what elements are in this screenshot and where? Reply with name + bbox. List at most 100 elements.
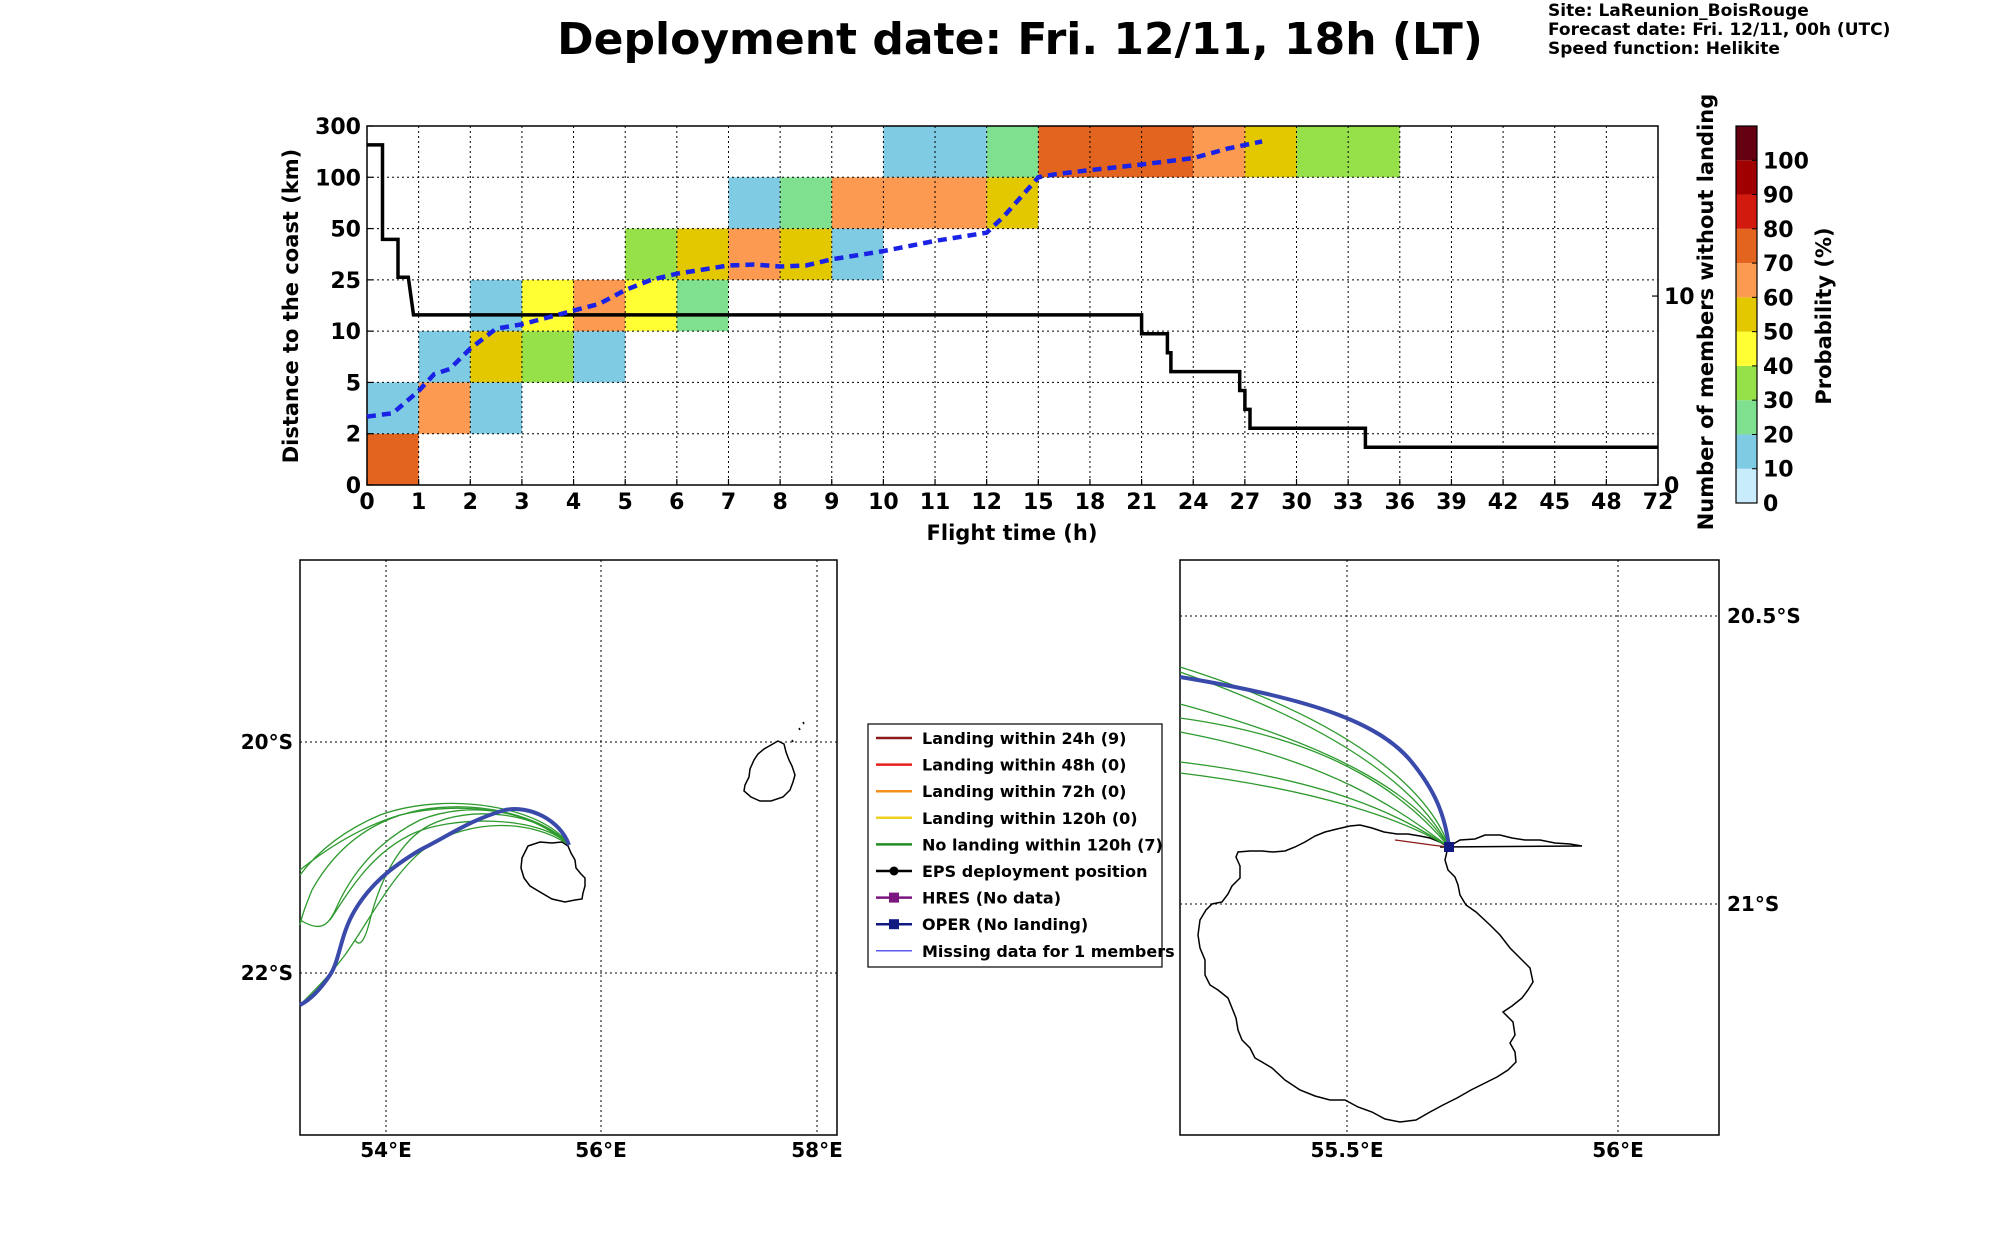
heatmap-cell-2 xyxy=(418,382,471,434)
colorbar-swatch-10 xyxy=(1736,126,1757,161)
colorbar-swatch-1 xyxy=(1736,434,1757,469)
right-map-lat-label: 21°S xyxy=(1727,892,1779,916)
colorbar-tick-label: 90 xyxy=(1763,184,1794,209)
site-label: Site: LaReunion_BoisRouge xyxy=(1548,1,1809,21)
left-map-lon-label: 56°E xyxy=(575,1138,627,1162)
x-tick-label: 1 xyxy=(411,490,426,515)
forecast-date-label: Forecast date: Fri. 12/11, 00h (UTC) xyxy=(1548,20,1891,40)
y2-tick-label: 10 xyxy=(1664,285,1695,310)
legend-marker-6 xyxy=(889,892,899,903)
x-tick-label: 4 xyxy=(566,490,581,515)
x-tick-label: 30 xyxy=(1281,490,1312,515)
heatmap-cell-24 xyxy=(1038,126,1194,178)
x-tick-label: 24 xyxy=(1178,490,1209,515)
probability-colorbar: 0 10 20 30 40 50 60 70 80 90 100 xyxy=(1735,125,1809,517)
right-map: 55.5°E 56°E 20.5°S 21°S xyxy=(1179,559,1801,1162)
legend-label-4: No landing within 120h (7) xyxy=(922,835,1163,854)
colorbar-tick-label: 20 xyxy=(1763,423,1794,448)
left-map-lon-label: 54°E xyxy=(360,1138,412,1162)
x-tick-label: 18 xyxy=(1075,490,1106,515)
x-tick-label: 33 xyxy=(1333,490,1364,515)
left-map-ticks: 54°E 56°E 58°E 20°S 22°S xyxy=(241,730,843,1162)
colorbar-label: Probability (%) xyxy=(1812,227,1836,404)
y-tick-label: 300 xyxy=(315,115,361,140)
left-map-grid xyxy=(300,560,837,1135)
heatmap-cell-9 xyxy=(573,331,626,383)
heatmap-cell-26 xyxy=(1244,126,1297,178)
x-tick-label: 2 xyxy=(463,490,478,515)
x-tick-label: 3 xyxy=(514,490,529,515)
x-tick-label: 8 xyxy=(772,490,787,515)
trajectory-legend: Landing within 24h (9) Landing within 48h… xyxy=(867,723,1175,968)
right-map-lon-label: 55.5°E xyxy=(1310,1138,1383,1162)
heatmap-cell-1 xyxy=(367,382,419,434)
colorbar-tick-label: 40 xyxy=(1763,355,1794,380)
legend-label-0: Landing within 24h (9) xyxy=(922,729,1126,748)
legend-label-2: Landing within 72h (0) xyxy=(922,782,1126,801)
colorbar-frame xyxy=(1735,125,1758,504)
colorbar-tick-label: 60 xyxy=(1763,286,1794,311)
mauritius-island-outline xyxy=(743,721,805,802)
colorbar-swatch-6 xyxy=(1736,263,1757,298)
legend-marker-5 xyxy=(889,866,899,876)
heatmap-cell-8 xyxy=(521,279,574,332)
right-map-lon-label: 56°E xyxy=(1592,1138,1644,1162)
colorbar-tick-label: 10 xyxy=(1763,458,1794,483)
right-map-grid xyxy=(1180,560,1719,1135)
x-tick-label: 5 xyxy=(618,490,633,515)
y-tick-label: 10 xyxy=(330,320,361,345)
colorbar-swatch-0 xyxy=(1736,468,1757,503)
members-without-landing-step-line xyxy=(367,143,1658,449)
y2-axis-label: Number of members without landing xyxy=(1694,94,1718,531)
left-map-lon-label: 58°E xyxy=(791,1138,843,1162)
y2-tick-label: 0 xyxy=(1664,474,1679,499)
page-title: Deployment date: Fri. 12/11, 18h (LT) xyxy=(557,14,1483,65)
x-tick-label: 11 xyxy=(920,490,951,515)
y-tick-label: 0 xyxy=(346,474,361,499)
heatmap-cell-10 xyxy=(573,279,626,332)
chart-series xyxy=(366,139,1658,449)
colorbar-tick-label: 80 xyxy=(1763,218,1794,243)
heatmap-cell-5 xyxy=(470,331,522,383)
right-map-oper-track xyxy=(1179,675,1451,848)
colorbar-swatch-2 xyxy=(1736,400,1757,435)
heatmap-cell-13 xyxy=(676,279,729,332)
colorbar-tick-label: 30 xyxy=(1763,389,1794,414)
x-tick-label: 72 xyxy=(1643,490,1674,515)
oper-deployment-marker xyxy=(1444,842,1454,852)
heatmap-cell-4 xyxy=(470,382,522,434)
right-map-lat-label: 20.5°S xyxy=(1727,604,1801,628)
legend-frame xyxy=(867,723,1163,968)
heatmap-cell-12 xyxy=(625,228,677,280)
colorbar-swatch-9 xyxy=(1736,160,1757,195)
heatmap-cells xyxy=(367,126,1400,485)
legend-label-3: Landing within 120h (0) xyxy=(922,809,1138,828)
y2-axis-ticks: 0 10 xyxy=(1652,285,1695,499)
y-axis-label: Distance to the coast (km) xyxy=(279,149,303,464)
forecast-info: Site: LaReunion_BoisRouge Forecast date:… xyxy=(1548,2,1890,59)
colorbar-swatch-4 xyxy=(1736,331,1757,366)
colorbar-tick-label: 100 xyxy=(1763,149,1809,174)
x-tick-label: 48 xyxy=(1591,490,1622,515)
y-tick-label: 100 xyxy=(315,166,361,191)
heatmap-cell-0 xyxy=(367,433,419,485)
x-tick-label: 0 xyxy=(359,490,374,515)
heatmap-cell-23 xyxy=(986,126,1039,178)
x-tick-label: 39 xyxy=(1436,490,1467,515)
x-tick-label: 15 xyxy=(1023,490,1054,515)
probability-median-dashed-line xyxy=(366,139,1263,419)
colorbar-swatch-8 xyxy=(1736,194,1757,229)
heatmap-cell-7 xyxy=(521,331,574,383)
legend-label-5: EPS deployment position xyxy=(922,862,1148,881)
left-map-lat-label: 20°S xyxy=(241,730,293,754)
legend-marker-7 xyxy=(889,919,899,930)
x-tick-label: 27 xyxy=(1230,490,1261,515)
heatmap-cell-18 xyxy=(780,177,832,229)
heatmap-cell-15 xyxy=(728,228,781,280)
left-map-lat-label: 22°S xyxy=(241,961,293,985)
x-tick-label: 7 xyxy=(721,490,736,515)
colorbar-tick-label: 0 xyxy=(1763,492,1778,517)
y-tick-label: 50 xyxy=(330,218,361,243)
legend-label-8: Missing data for 1 members xyxy=(922,942,1175,961)
